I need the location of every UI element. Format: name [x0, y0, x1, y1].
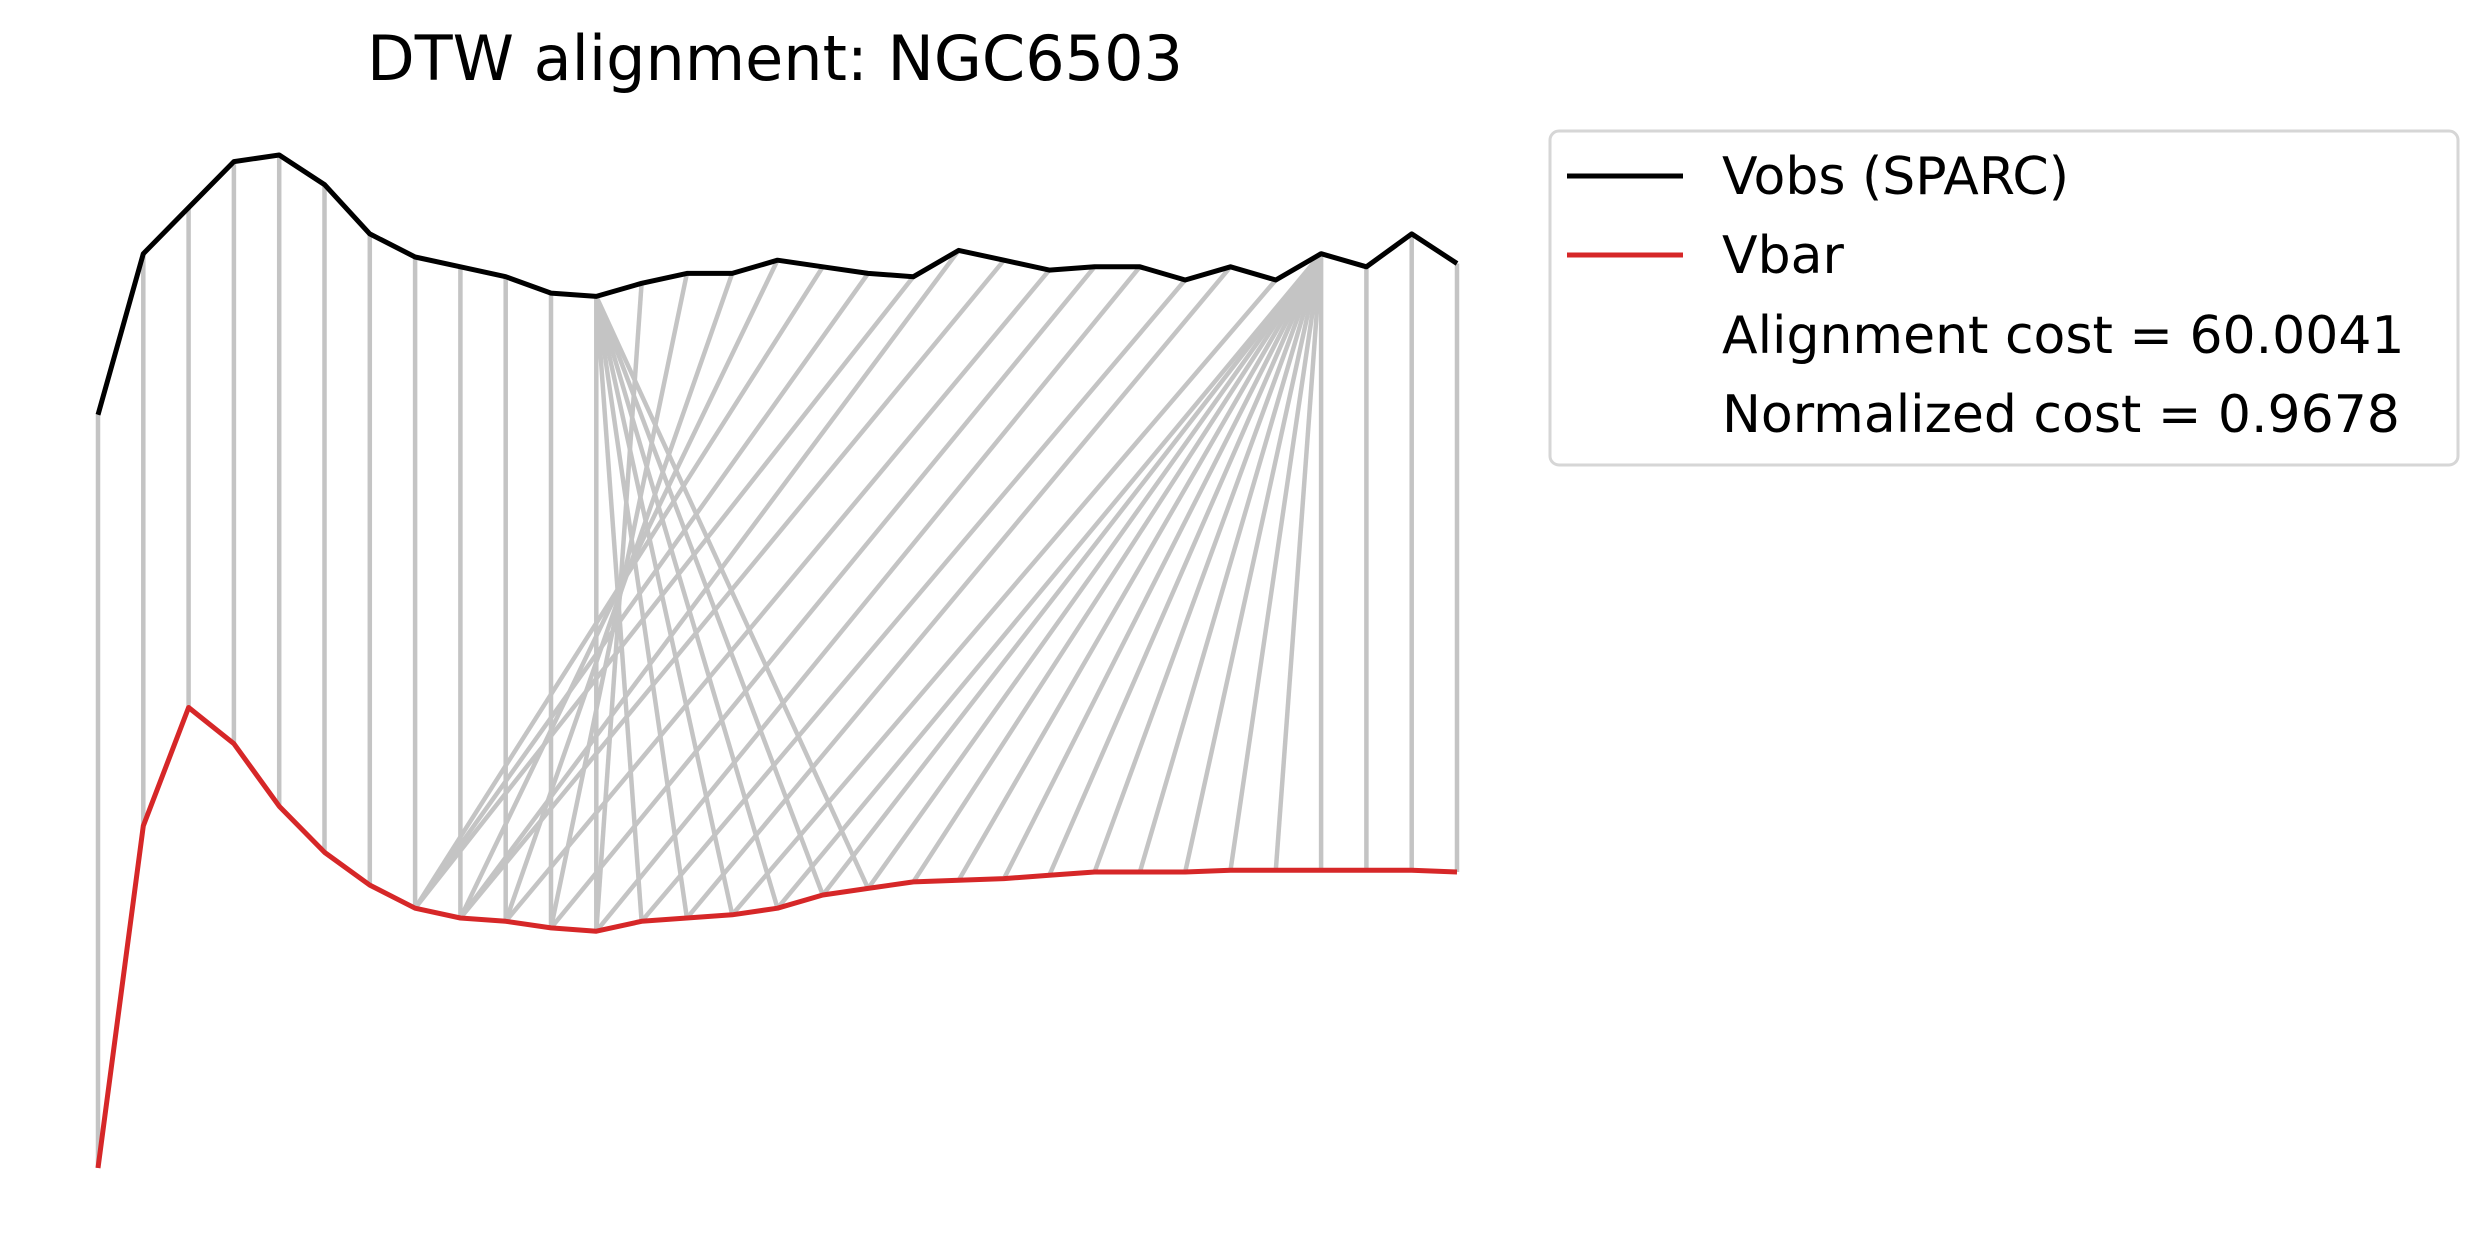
alignment-connector-37	[956, 252, 1324, 882]
alignment-connector-30	[639, 278, 1187, 923]
legend-label-cost: Alignment cost = 60.0041	[1722, 306, 2405, 366]
alignment-connector-43	[1228, 253, 1324, 871]
alignment-connector-38	[1001, 252, 1324, 880]
alignment-connector-24	[413, 275, 916, 910]
alignment-connector-29	[594, 265, 1142, 933]
alignment-connector-20	[503, 272, 735, 923]
alignment-connector-27	[503, 268, 1052, 923]
alignment-connector-23	[413, 272, 870, 910]
legend-label-vbar: Vbar	[1722, 226, 1844, 286]
alignment-connector-33	[775, 252, 1323, 910]
legend-label-vobs: Vobs (SPARC)	[1722, 147, 2069, 207]
alignment-connector-28	[549, 265, 1097, 930]
alignment-connector-31	[685, 265, 1233, 920]
legend: Vobs (SPARC) Vbar Alignment cost = 60.0041…	[1548, 129, 2460, 467]
chart-title: DTW alignment: NGC6503	[367, 22, 1183, 95]
alignment-connector-32	[730, 278, 1278, 917]
alignment-connector-25	[458, 249, 961, 920]
alignment-connector-41	[1137, 253, 1324, 873]
alignment-connector-14	[594, 295, 735, 916]
alignment-connector-36	[911, 252, 1323, 884]
alignment-connectors	[95, 155, 1460, 1168]
alignment-connector-15	[594, 295, 780, 909]
alignment-connector-39	[1047, 252, 1324, 877]
legend-label-norm: Normalized cost = 0.9678	[1722, 385, 2400, 445]
legend-frame	[1548, 129, 2460, 467]
alignment-connector-44	[1273, 253, 1324, 871]
alignment-connector-35	[866, 252, 1323, 890]
alignment-connector-26	[458, 258, 1006, 920]
series-layer	[95, 152, 1459, 1169]
alignment-connector-34	[821, 252, 1323, 897]
alignment-connector-42	[1183, 253, 1324, 873]
series-line-vbar	[95, 705, 1458, 1169]
series-line-vobs	[95, 152, 1459, 416]
alignment-connector-22	[413, 265, 825, 910]
alignment-connector-13	[594, 296, 690, 919]
alignment-connector-40	[1092, 252, 1324, 873]
